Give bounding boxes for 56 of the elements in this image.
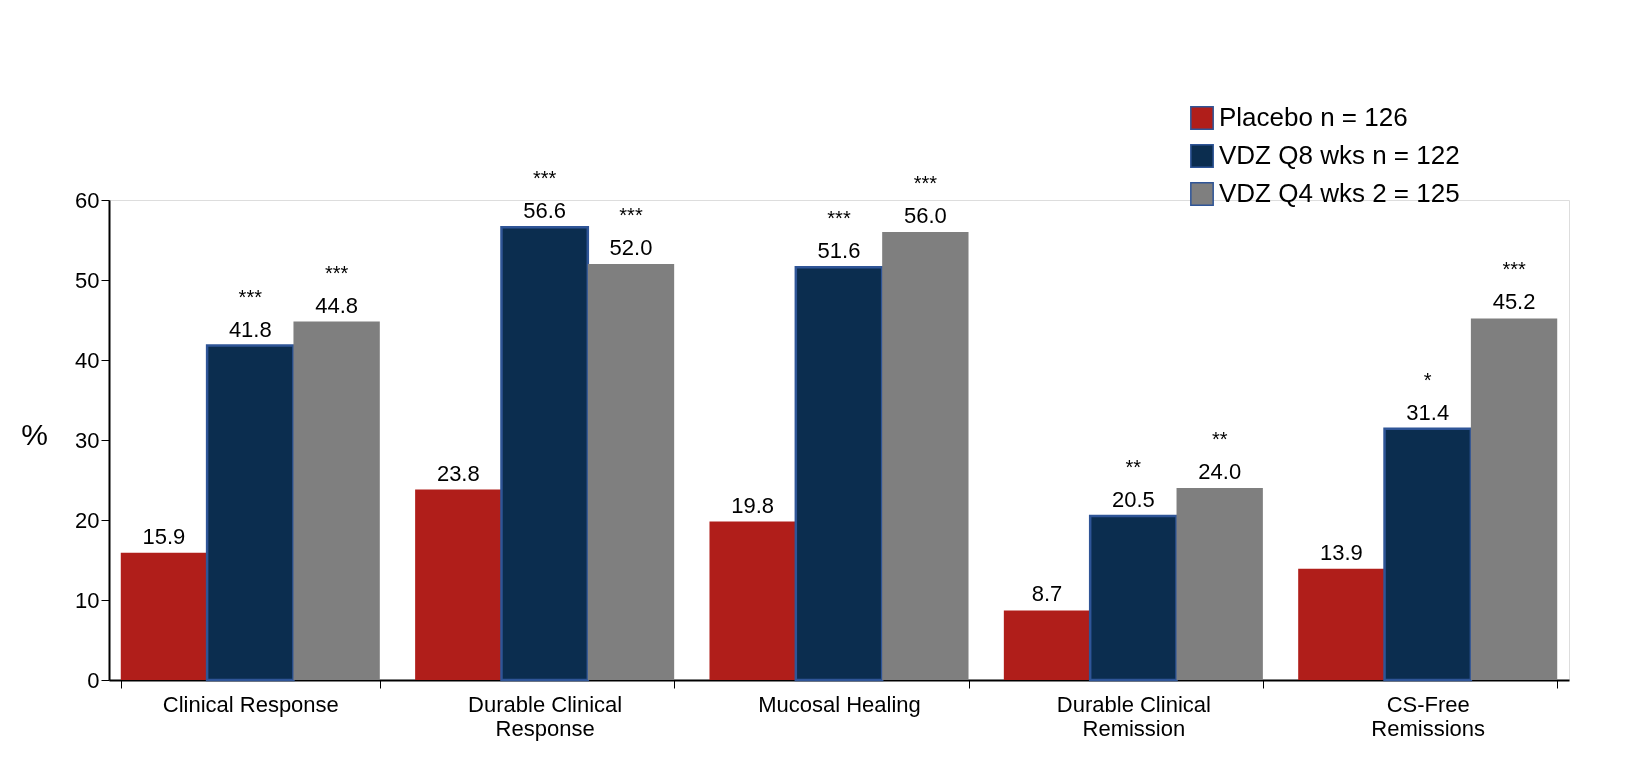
- text: ***: [913, 172, 938, 194]
- annotation: ***: [1502, 258, 1526, 281]
- bar: [205, 344, 295, 682]
- data-label: 23.8: [436, 460, 480, 486]
- x-tick-label: CS-Free Remissions: [1371, 691, 1486, 741]
- annotation: ***: [238, 285, 263, 308]
- bar: [1088, 514, 1178, 682]
- bar: [500, 225, 590, 682]
- y-axis-title: %: [21, 417, 48, 451]
- data-label: 56.6: [523, 198, 567, 224]
- bar: [1176, 488, 1263, 680]
- x-tick-label: Mucosal Healing: [758, 691, 921, 717]
- data-label: 31.4: [1406, 399, 1450, 425]
- y-tick-label: 0: [87, 667, 100, 693]
- bar: [293, 321, 380, 680]
- annotation: **: [1125, 456, 1142, 478]
- data-label: 41.8: [228, 316, 272, 342]
- text: ***: [532, 167, 557, 190]
- bar: [709, 521, 796, 680]
- y-tick-label: 30: [75, 427, 100, 453]
- legend-label: VDZ Q4 wks 2 = 125: [1219, 178, 1460, 208]
- data-label: 56.0: [903, 203, 947, 228]
- x-tick-label: Durable Clinical Response: [468, 691, 623, 741]
- data-label: 20.5: [1111, 487, 1155, 512]
- y-tick-label: 10: [75, 587, 100, 613]
- bar: [794, 265, 884, 682]
- data-label: 8.7: [1031, 581, 1063, 607]
- bar: [1298, 568, 1385, 680]
- data-label: 52.0: [609, 235, 653, 260]
- annotation: **: [1211, 428, 1228, 450]
- bar: [1383, 427, 1473, 682]
- data-label: 19.8: [731, 492, 775, 518]
- annotation: *: [1423, 368, 1432, 391]
- bar: [1470, 318, 1558, 680]
- y-tick-label: 60: [75, 187, 100, 213]
- data-label: 44.8: [315, 292, 359, 318]
- legend-label: Placebo n = 126: [1219, 102, 1408, 132]
- annotation: ***: [619, 204, 643, 226]
- annotation: ***: [324, 261, 349, 284]
- bar: [882, 232, 969, 680]
- legend-label: VDZ Q8 wks n = 122: [1219, 140, 1460, 170]
- bar: [120, 552, 208, 680]
- annotation: ***: [827, 207, 851, 230]
- bar: [415, 489, 502, 680]
- data-label: 13.9: [1319, 539, 1363, 565]
- y-tick-label: 20: [75, 507, 100, 533]
- data-label: 24.0: [1198, 459, 1242, 484]
- data-label: 15.9: [142, 523, 186, 549]
- y-tick-label: 50: [75, 267, 100, 293]
- y-tick-label: 40: [75, 347, 100, 373]
- x-tick-label: Durable Clinical Remission: [1056, 691, 1211, 741]
- bar: [1003, 610, 1091, 680]
- data-label: 45.2: [1492, 289, 1536, 315]
- bar: [587, 264, 675, 680]
- data-label: 51.6: [817, 238, 861, 264]
- x-tick-label: Clinical Response: [162, 691, 339, 717]
